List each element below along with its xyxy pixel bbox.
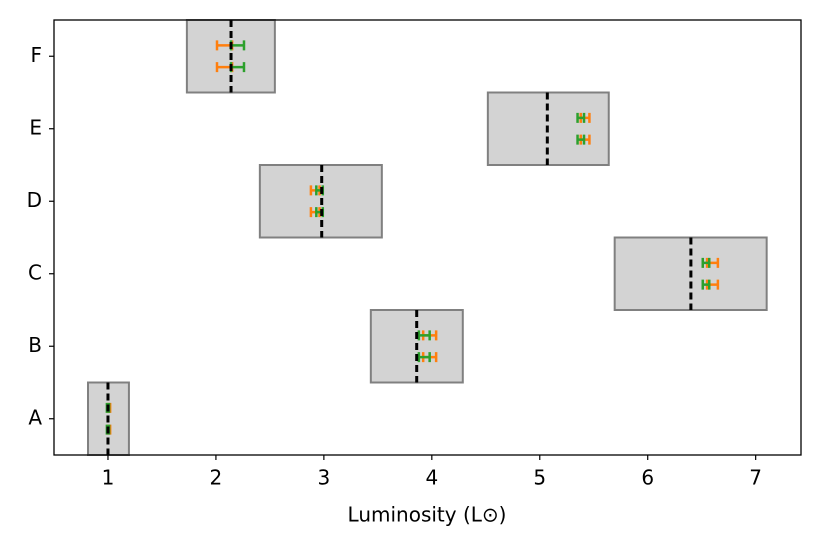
y-tick-label: C <box>28 260 42 284</box>
y-tick-label: B <box>28 333 42 357</box>
x-tick-label: 3 <box>318 466 331 490</box>
x-tick-label: 5 <box>533 466 546 490</box>
error-bar <box>701 279 711 290</box>
plot-frame <box>53 19 802 456</box>
error-bar <box>576 134 586 145</box>
x-tick-label: 7 <box>749 466 762 490</box>
y-tick-label: E <box>29 115 42 139</box>
x-tick-label: 4 <box>425 466 438 490</box>
y-tick-label: A <box>28 405 42 429</box>
x-tick-label: 2 <box>210 466 223 490</box>
y-tick-label: F <box>30 43 42 67</box>
error-bar <box>576 112 586 123</box>
x-tick-label: 1 <box>102 466 115 490</box>
error-bar <box>701 257 711 268</box>
x-axis-label: Luminosity (L⊙) <box>348 503 507 527</box>
y-tick-label: D <box>27 188 42 212</box>
error-bar <box>417 352 431 363</box>
error-bar <box>417 330 431 341</box>
x-tick-label: 6 <box>641 466 654 490</box>
